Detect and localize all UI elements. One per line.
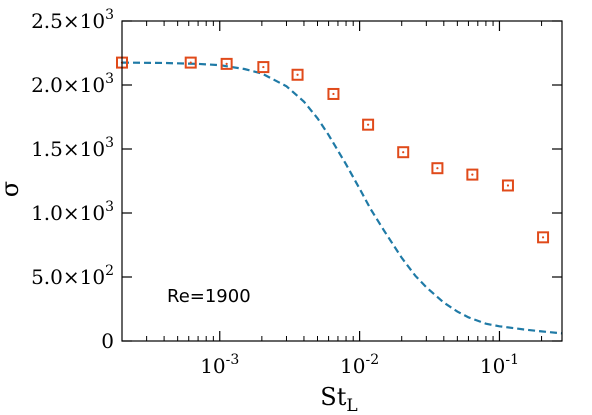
data-point-square: [466, 168, 479, 181]
data-point-square: [257, 61, 270, 74]
data-point: [466, 168, 479, 181]
data-point-square: [431, 162, 444, 175]
x-tick-label: 10-3: [200, 352, 239, 378]
data-point-dot: [189, 61, 192, 64]
data-point-dot: [506, 184, 510, 187]
data-point-square: [220, 57, 233, 70]
y-tick-label: 0: [101, 329, 114, 353]
data-point-dot: [366, 123, 370, 126]
y-axis-label: σ: [0, 181, 24, 197]
data-point: [220, 57, 233, 70]
data-point-dot: [332, 92, 335, 96]
curve-layer: [121, 61, 563, 335]
y-tick-label: 2.0×103: [31, 71, 114, 97]
y-tick-label: 2.5×103: [31, 7, 114, 33]
data-point-dot: [471, 173, 474, 176]
data-point: [184, 56, 197, 69]
data-point: [397, 146, 410, 159]
data-point-dot: [402, 151, 405, 154]
data-point-dot: [296, 73, 299, 76]
data-point-square: [501, 179, 514, 192]
tick-layer: 10-3 10-2 10-1 0 5.0×102 1.0×103 1.5×103 2.0×10…: [31, 7, 562, 378]
data-point-dot: [262, 65, 265, 69]
data-point: [291, 68, 304, 81]
data-point-square: [362, 118, 375, 131]
y-tick-label: 1.0×103: [31, 199, 114, 225]
data-point-square: [537, 231, 550, 244]
x-tick-label: 10-1: [480, 352, 519, 378]
annotation-re: Re=1900: [167, 286, 251, 307]
data-point: [327, 87, 340, 100]
data-point-square: [327, 87, 340, 100]
model-curve: [121, 61, 563, 335]
data-point: [257, 61, 270, 74]
data-point: [501, 179, 514, 192]
data-point-dot: [436, 167, 439, 170]
x-axis-label: StL: [320, 383, 357, 415]
y-tick-label: 5.0×102: [31, 263, 114, 289]
data-point-square: [291, 68, 304, 81]
data-point-square: [184, 56, 197, 69]
plot-frame: [121, 20, 563, 342]
data-point-dot: [225, 62, 228, 65]
y-tick-label: 1.5×103: [31, 135, 114, 161]
data-point: [431, 162, 444, 175]
x-tick-label: 10-2: [340, 352, 379, 378]
data-point-dot: [541, 236, 545, 239]
data-point: [362, 118, 375, 131]
data-point-square: [397, 146, 410, 159]
data-point: [537, 231, 550, 244]
marker-layer: [116, 56, 550, 244]
